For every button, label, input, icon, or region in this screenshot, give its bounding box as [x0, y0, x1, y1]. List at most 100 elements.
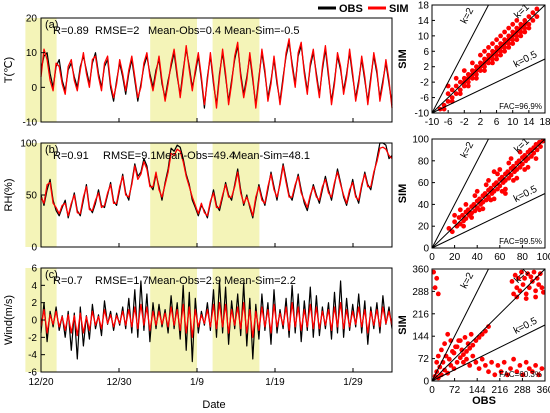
scatter-point — [470, 75, 475, 81]
scatter-point — [511, 291, 516, 297]
scatter-point — [459, 347, 465, 353]
fac-annotation: FAC=99.5% — [499, 237, 542, 246]
scatter-point — [526, 25, 532, 31]
scatter-point — [461, 352, 466, 357]
scatter-point — [461, 223, 466, 229]
y-tick-label: -2 — [420, 78, 429, 89]
scatter-point — [473, 338, 479, 343]
scatter-point — [488, 185, 494, 191]
scatter-point — [489, 359, 494, 365]
time-panel-c: -6 -4 -2 0 2 4 6 12/20 12/30 1/9 1/19 1/29 (c)R=0.7 R… — [3, 264, 393, 388]
y-tick-label: 0 — [423, 377, 429, 388]
scatter-point — [490, 41, 495, 46]
y-tick-label: 100 — [412, 135, 429, 146]
scatter-point — [471, 202, 477, 207]
scatter-point — [439, 347, 444, 353]
reference-line-k-2 — [431, 268, 489, 382]
scatter-point — [461, 83, 467, 89]
y-tick-label: 0 — [31, 83, 37, 94]
x-tick-label: 360 — [537, 385, 550, 396]
y-axis-label: Wind(m/s) — [3, 295, 15, 345]
scatter-point — [505, 169, 511, 175]
scatter-point — [434, 359, 440, 365]
scatter-point — [483, 328, 488, 334]
x-tick-label: -2 — [460, 117, 469, 128]
scatter-point — [514, 33, 520, 39]
scatter-point — [461, 68, 467, 73]
scatter-point — [526, 285, 532, 291]
y-tick-label: 6 — [31, 264, 37, 275]
scatter-point — [518, 33, 524, 39]
scatter-point — [464, 349, 469, 354]
scatter-point — [478, 68, 483, 73]
scatter-point — [486, 324, 491, 329]
scatter-point — [506, 45, 512, 50]
scatter-point — [478, 52, 483, 58]
y-tick-label: 72 — [418, 354, 430, 365]
plot-frame — [431, 4, 546, 114]
scatter-point — [514, 18, 520, 23]
y-tick-label: -10 — [23, 118, 38, 129]
y-tick-label: -6 — [28, 368, 37, 379]
reference-line-label: k=2 — [459, 271, 477, 291]
scatter-point — [523, 291, 529, 297]
scatter-point — [457, 79, 463, 85]
shaded-period — [212, 143, 260, 247]
y-tick-label: 60 — [418, 178, 430, 189]
scatter-point — [525, 271, 531, 277]
y-tick-label: -6 — [420, 93, 429, 104]
y-tick-label: -10 — [415, 109, 430, 120]
scatter-point — [490, 56, 495, 62]
reference-line-k-0-5 — [431, 193, 546, 249]
scatter-point — [539, 366, 545, 371]
scatter-point — [486, 60, 491, 66]
scatter-point — [470, 68, 475, 73]
scatter-point — [486, 45, 491, 50]
stat-mean-obs: Mean-Obs=2.9 — [148, 275, 221, 287]
scatter-point — [486, 369, 491, 375]
scatter-point — [506, 160, 512, 166]
x-tick-label: 60 — [494, 252, 506, 263]
scatter-point — [520, 372, 526, 378]
reference-line-k-2 — [431, 138, 489, 249]
scatter-point — [445, 99, 451, 104]
y-tick-label: 10 — [418, 31, 430, 42]
scatter-point — [435, 291, 441, 297]
scatter-point — [534, 147, 540, 153]
scatter-point — [488, 197, 494, 203]
scatter-point — [494, 52, 499, 58]
scatter-point — [464, 356, 469, 362]
scatter-point — [514, 175, 520, 181]
scatter-point — [465, 83, 471, 89]
scatter-point — [465, 341, 471, 347]
reference-line-label: k=2 — [459, 6, 477, 26]
scatter-point — [517, 363, 523, 368]
scatter-point — [461, 359, 466, 365]
scatter-point — [491, 188, 497, 194]
reference-line-k-2 — [431, 4, 489, 114]
scatter-point — [492, 372, 498, 378]
scatter-point — [449, 87, 455, 93]
scatter-point — [432, 285, 438, 291]
scatter-point — [454, 344, 460, 350]
scatter-point — [435, 353, 441, 359]
scatter-point — [502, 48, 507, 54]
scatter-point — [482, 64, 487, 70]
scatter-point — [483, 363, 488, 368]
x-tick-label: 100 — [537, 252, 550, 263]
scatter-point — [526, 21, 532, 27]
y-axis-label: RH(%) — [3, 179, 15, 212]
y-tick-label: -4 — [28, 350, 37, 361]
scatter-point — [498, 48, 503, 54]
scatter-point — [523, 359, 529, 365]
scatter-point — [494, 180, 499, 186]
scatter-point — [514, 25, 520, 31]
scatter-point — [519, 269, 524, 275]
scatter-point — [469, 215, 474, 220]
scatter-point — [503, 178, 508, 183]
time-xlabel: Date — [202, 399, 225, 411]
x-tick-label: -6 — [444, 117, 453, 128]
scatter-point — [494, 45, 499, 50]
scatter-point — [457, 338, 463, 343]
y-tick-label: 216 — [412, 309, 429, 320]
